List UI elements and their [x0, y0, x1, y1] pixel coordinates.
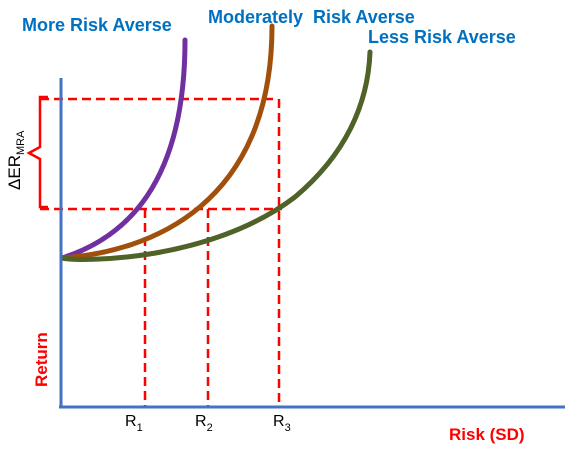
legend-label-less-risk-averse: Less Risk Averse	[368, 27, 516, 47]
series-line-less-risk-averse	[59, 49, 373, 262]
delta-er-label: ΔERMRA	[5, 130, 27, 190]
delta-bracket	[26, 95, 48, 209]
x-tick-label-r3: R3	[273, 413, 291, 434]
x-tick-label-r1: R1	[125, 413, 143, 434]
legend-label-more-risk-averse: More Risk Averse	[22, 15, 172, 35]
legend-label-moderately-risk-averse: Moderately Risk Averse	[208, 7, 415, 27]
series-line-more-risk-averse	[59, 37, 188, 261]
series-line-moderately-risk-averse	[59, 23, 275, 261]
x-tick-label-r2: R2	[195, 413, 213, 434]
x-axis-title: Risk (SD)	[449, 425, 525, 444]
y-axis-title: Return	[32, 332, 51, 387]
